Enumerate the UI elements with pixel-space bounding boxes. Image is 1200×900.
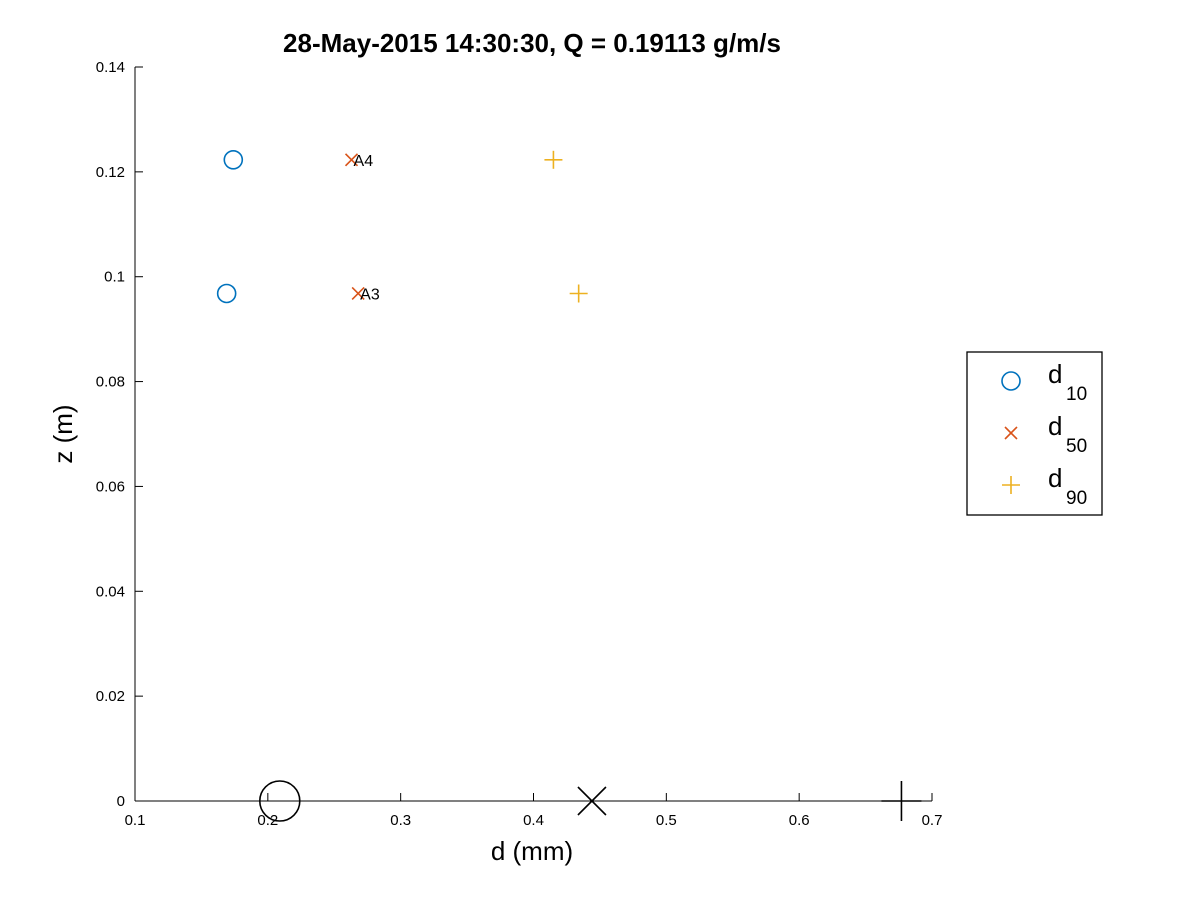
legend-label-d50: d xyxy=(1048,411,1062,441)
legend-label-subscript: 10 xyxy=(1066,384,1087,405)
point-annotation: A4 xyxy=(354,153,374,170)
point-d50 xyxy=(344,153,359,167)
x-axis-label: d (mm) xyxy=(491,836,573,866)
reference-marker-x xyxy=(577,786,607,816)
reference-marker-plus xyxy=(881,781,922,821)
x-tick-label: 0.2 xyxy=(257,812,278,829)
legend-box xyxy=(966,351,1103,516)
x-tick-label: 0.5 xyxy=(656,812,677,829)
x-tick-label: 0.1 xyxy=(125,812,146,829)
y-tick-label: 0.06 xyxy=(96,478,125,495)
legend-marker-d90 xyxy=(1002,476,1020,494)
point-d90 xyxy=(569,284,588,303)
y-tick-label: 0.04 xyxy=(96,583,125,600)
y-axis-label: z (m) xyxy=(48,404,78,463)
y-tick-label: 0.14 xyxy=(96,59,125,76)
y-tick-label: 0.12 xyxy=(96,164,125,181)
legend-label-d90: d xyxy=(1048,463,1062,493)
point-d90 xyxy=(544,150,563,169)
legend-label-subscript: 90 xyxy=(1066,488,1087,509)
legend-marker-d50 xyxy=(1004,426,1018,440)
axes: 0.1 0.2 0.3 0.4 0.5 0.6 0.7 0 0.02 0.04 0.06 0.08 0.… xyxy=(96,59,943,829)
point-d10 xyxy=(223,149,244,170)
plot-marks: A4 A3 xyxy=(216,149,922,822)
x-tick-label: 0.7 xyxy=(922,812,943,829)
x-tick-label: 0.3 xyxy=(390,812,411,829)
x-tick-label: 0.4 xyxy=(523,812,544,829)
x-tick-label: 0.6 xyxy=(789,812,810,829)
y-tick-label: 0.1 xyxy=(104,269,125,286)
legend-label-subscript: 50 xyxy=(1066,436,1087,457)
legend-label-d10: d xyxy=(1048,359,1062,389)
y-tick-label: 0.08 xyxy=(96,374,125,391)
legend-marker-d10 xyxy=(1001,371,1021,391)
chart-title: 28-May-2015 14:30:30, Q = 0.19113 g/m/s xyxy=(283,28,781,58)
y-tick-label: 0.02 xyxy=(96,688,125,705)
reference-marker-circle xyxy=(258,780,301,822)
point-annotation: A3 xyxy=(360,286,380,303)
point-d50 xyxy=(351,286,365,301)
point-d10 xyxy=(216,283,237,304)
y-tick-label: 0 xyxy=(117,793,125,810)
